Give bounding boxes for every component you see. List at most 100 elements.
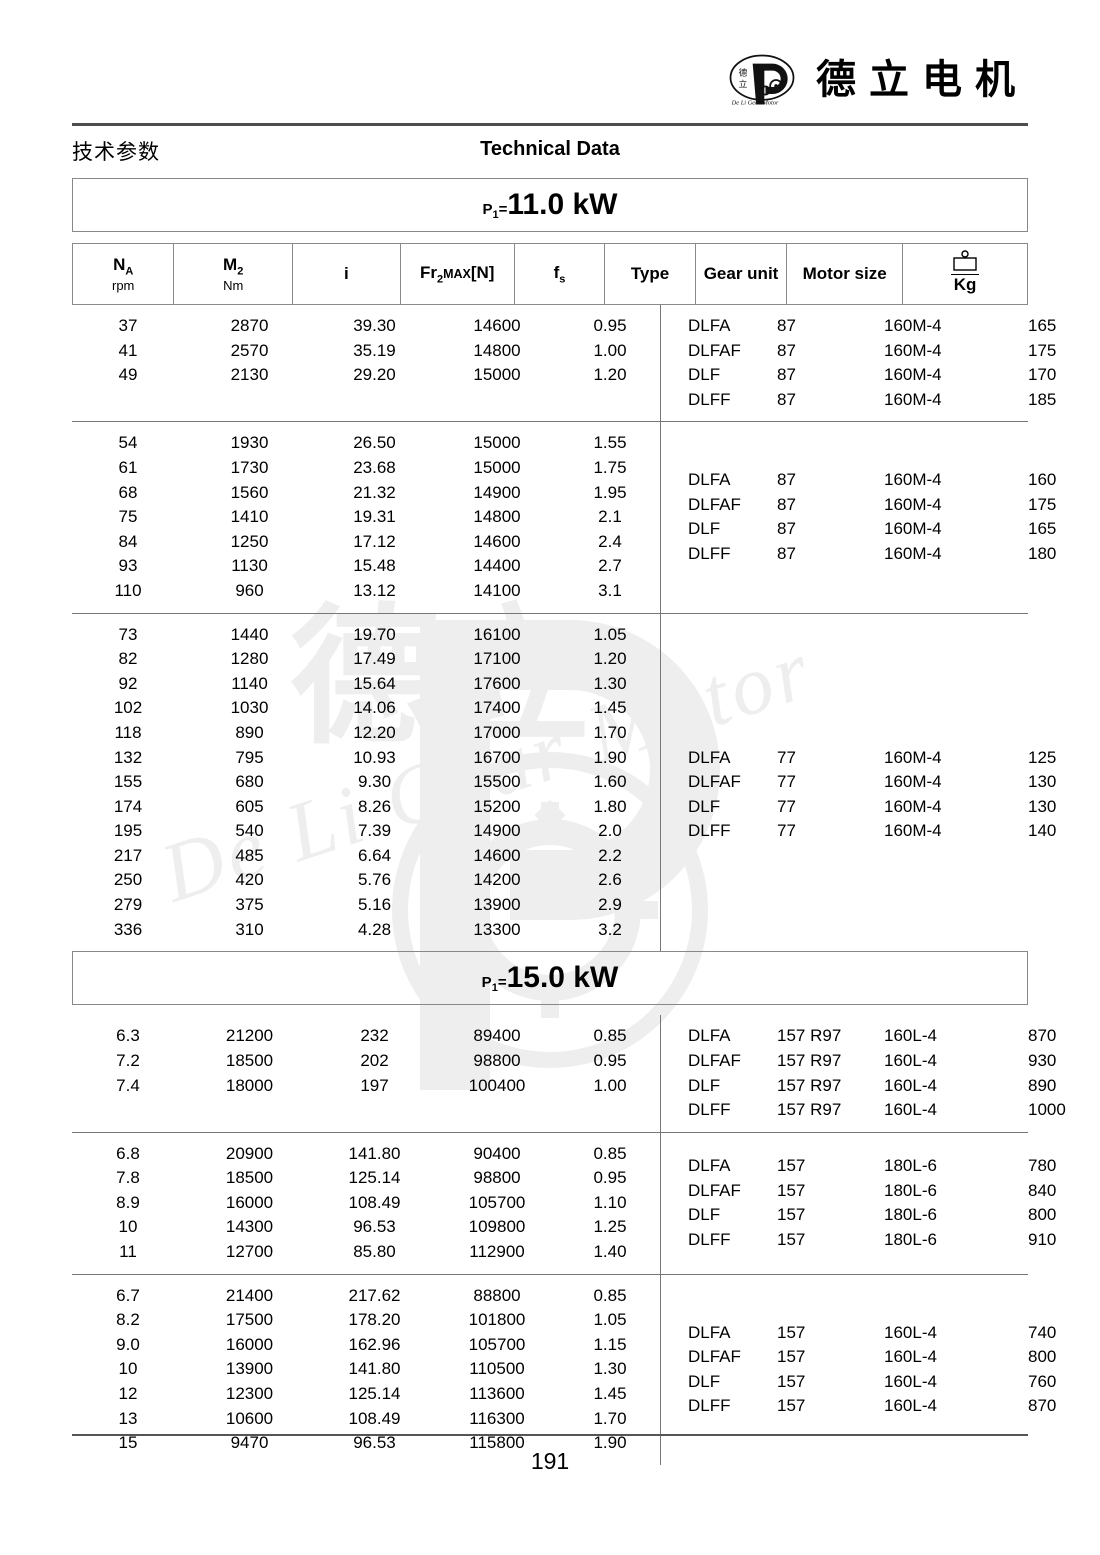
- weight-cell: 140: [1028, 821, 1057, 841]
- na-cell: 9.0: [116, 1334, 140, 1354]
- fs-cell: 0.85: [593, 1026, 627, 1046]
- column-header-weight: Kg: [903, 244, 1027, 304]
- power-label-1: P1=11.0 kW: [482, 188, 618, 221]
- type-cell: DLFAF: [688, 772, 741, 792]
- i-cell: 35.19: [353, 340, 396, 360]
- weight-cell: 165: [1028, 519, 1057, 539]
- na-column: 73 82 92 102 118 132 155 174 195 217 250 279 336: [72, 623, 184, 943]
- weight-cell: 180: [1028, 544, 1057, 564]
- i-cell: 5.16: [357, 895, 392, 915]
- fr2max-cell: 14800: [473, 507, 521, 527]
- na-cell: 217: [113, 845, 143, 865]
- table-header-row: NA rpm M2 Nm i Fr2MAX[N] fs Type: [72, 243, 1028, 305]
- m2-cell: 1730: [230, 457, 269, 477]
- i-cell: 108.49: [348, 1192, 401, 1212]
- type-cell: DLF: [688, 1205, 721, 1225]
- i-cell: 5.76: [357, 870, 392, 890]
- i-column: 26.50 23.68 21.32 19.31 17.12 15.48 13.12: [315, 431, 434, 603]
- na-cell: 6.7: [116, 1285, 140, 1305]
- fs-column: 0.95 1.00 1.20: [560, 314, 660, 412]
- na-cell: 8.9: [116, 1192, 140, 1212]
- type-cell: DLFAF: [688, 1050, 741, 1070]
- m2-cell: 1130: [231, 556, 268, 576]
- na-cell: 84: [118, 531, 138, 551]
- weight-column: 160 175 165 180: [990, 468, 1100, 603]
- m2-cell: 10600: [225, 1408, 274, 1428]
- gear-unit-cell: 157: [777, 1371, 806, 1391]
- gear-unit-cell: 157: [777, 1347, 806, 1367]
- type-cell: DLFA: [688, 747, 731, 767]
- data-block: 6.7 8.2 9.0 10 12 13 15 21400 17500 16000 13900 123…: [72, 1274, 1056, 1465]
- fr2max-cell: 17000: [473, 722, 521, 742]
- type-cell: DLFAF: [688, 1180, 741, 1200]
- column-header-i: i: [293, 244, 401, 304]
- gear-unit-cell: 157: [777, 1229, 806, 1249]
- weight-cell: 130: [1028, 772, 1057, 792]
- weight-unit-label: Kg: [950, 274, 980, 294]
- na-cell: 82: [118, 649, 138, 669]
- weight-column: 780 840 800 910: [990, 1154, 1100, 1265]
- unit-group: DLFA DLFAF DLF DLFF 87 87 87 87 160M-4 160M-4 160M…: [660, 305, 1100, 422]
- page-number: 191: [530, 1448, 570, 1474]
- fs-cell: 1.90: [593, 1433, 627, 1453]
- na-cell: 68: [118, 482, 138, 502]
- i-cell: 26.50: [353, 433, 396, 453]
- motor-size-cell: 160L-4: [884, 1050, 937, 1070]
- fs-cell: 3.2: [598, 919, 622, 939]
- motor-size-cell: 160M-4: [884, 772, 942, 792]
- i-cell: 21.32: [353, 482, 396, 502]
- weight-cell: 165: [1028, 316, 1057, 335]
- na-cell: 110: [114, 580, 142, 600]
- na-cell: 336: [113, 919, 143, 939]
- i-column: 39.30 35.19 29.20: [315, 314, 434, 412]
- data-block: 6.8 7.8 8.9 10 11 20900 18500 16000 14300 12700 14…: [72, 1132, 1056, 1275]
- type-column: DLFA DLFAF DLF DLFF: [661, 468, 761, 603]
- i-cell: 15.48: [353, 556, 396, 576]
- brand-name-cjk: 德立电机: [816, 57, 1028, 103]
- weight-cell: 130: [1028, 796, 1057, 816]
- type-column: DLFA DLFAF DLF DLFF: [661, 1024, 761, 1122]
- type-cell: DLFF: [688, 821, 731, 841]
- i-cell: 8.26: [357, 796, 392, 816]
- fs-cell: 3.1: [598, 580, 622, 600]
- na-cell: 41: [118, 340, 138, 360]
- gear-unit-column: 77 77 77 77: [761, 746, 862, 943]
- gear-unit-column: 87 87 87 87: [761, 314, 862, 412]
- fr2max-cell: 13300: [473, 919, 521, 939]
- m2-cell: 1440: [230, 624, 269, 644]
- i-cell: 14.06: [353, 698, 396, 718]
- fs-cell: 1.20: [593, 365, 627, 385]
- i-cell: 232: [360, 1026, 389, 1046]
- m2-cell: 21200: [225, 1026, 274, 1046]
- fs-cell: 1.20: [593, 649, 627, 669]
- m2-cell: 1140: [231, 673, 268, 693]
- na-cell: 195: [113, 821, 143, 841]
- m2-column: 20900 18500 16000 14300 12700: [184, 1142, 315, 1265]
- weight-cell: 1000: [1028, 1100, 1066, 1120]
- i-cell: 108.49: [348, 1408, 401, 1428]
- gear-unit-cell: 87: [777, 316, 796, 335]
- weight-cell: 930: [1028, 1050, 1057, 1070]
- m2-cell: 680: [235, 772, 264, 792]
- motor-size-cell: 160M-4: [884, 821, 942, 841]
- data-block: 37 41 49 2870 2570 2130 39.30 35.19 29.20 14600 14…: [72, 305, 1056, 423]
- gear-unit-cell: 77: [777, 747, 796, 767]
- fr2max-column: 90400 98800 105700 109800 112900: [434, 1142, 560, 1265]
- type-cell: DLFF: [688, 1229, 731, 1249]
- na-column: 6.8 7.8 8.9 10 11: [72, 1142, 184, 1265]
- fr2max-cell: 101800: [468, 1310, 526, 1330]
- fr2max-cell: 112900: [469, 1242, 525, 1262]
- weight-cell: 910: [1028, 1229, 1057, 1249]
- na-cell: 7.8: [116, 1168, 140, 1188]
- m2-cell: 9470: [230, 1433, 269, 1453]
- data-block: 54 61 68 75 84 93 110 1930 1730 1560 1410 1250 1130 9…: [72, 422, 1056, 614]
- fr2max-cell: 15000: [473, 433, 521, 453]
- weight-cell: 175: [1028, 340, 1057, 360]
- motor-size-column: 180L-6 180L-6 180L-6 180L-6: [862, 1154, 990, 1265]
- gear-unit-column: 87 87 87 87: [761, 468, 862, 603]
- na-cell: 93: [118, 556, 138, 576]
- i-cell: 141.80: [348, 1359, 401, 1379]
- ratings-group: 73 82 92 102 118 132 155 174 195 217 250 279 336 1440…: [72, 614, 660, 952]
- na-cell: 10: [118, 1359, 138, 1379]
- svg-text:德: 德: [739, 66, 748, 78]
